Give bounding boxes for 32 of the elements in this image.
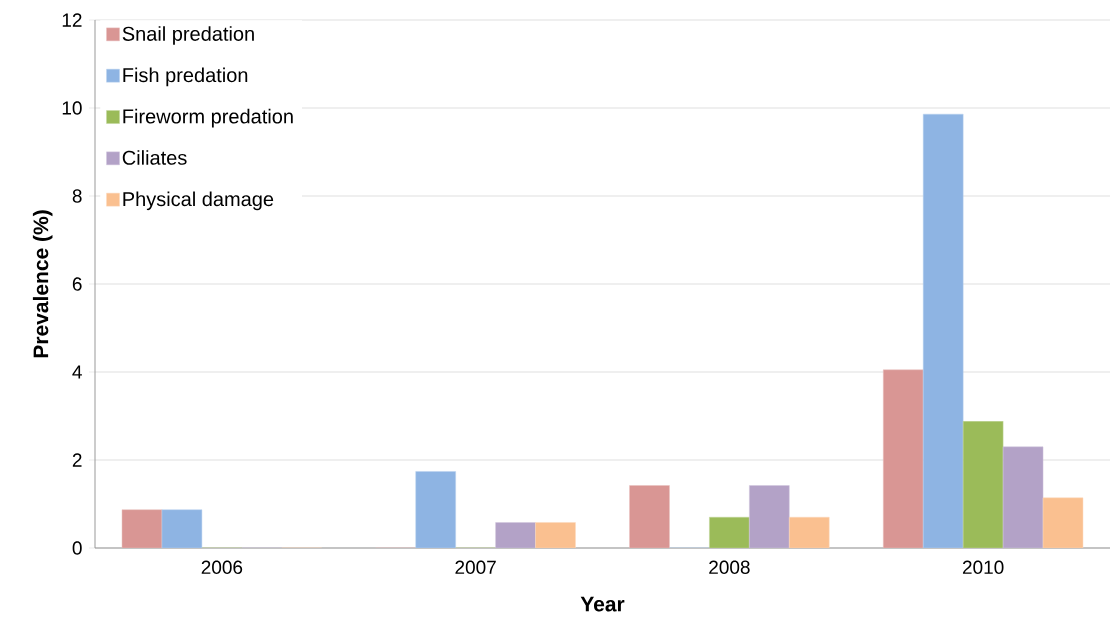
bar [709,516,750,548]
y-tick-label: 10 [62,101,82,115]
bar [1042,497,1084,548]
legend-label: Fish predation [123,67,248,87]
x-tick-label: 2006 [201,560,243,574]
bar [749,485,790,548]
bar [121,509,163,548]
bar [161,509,203,548]
x-tick-label: 2008 [709,560,750,574]
y-tick-label: 6 [72,277,82,291]
y-tick-label: 2 [72,453,82,467]
bar [415,471,456,548]
legend-label: Snail predation [122,26,254,45]
y-axis-title: Prevalence (%) [32,210,53,358]
bar [922,113,964,548]
x-axis-title: Year [580,596,625,612]
legend-label: Fireworm predation [123,108,293,128]
y-tick-label: 8 [72,189,82,203]
legend-label: Physical damage [123,191,274,211]
y-tick-label: 0 [72,541,82,555]
x-tick-label: 2007 [455,560,496,574]
bar [495,522,536,548]
bar [629,485,670,548]
bar [883,369,924,548]
bar [789,516,830,548]
legend-label: Ciliates [122,150,187,165]
bar [962,421,1004,548]
x-tick-label: 2010 [962,560,1004,574]
bar [1002,446,1044,548]
bar [535,522,576,548]
y-tick-label: 12 [62,13,82,27]
y-tick-label: 4 [72,365,82,379]
